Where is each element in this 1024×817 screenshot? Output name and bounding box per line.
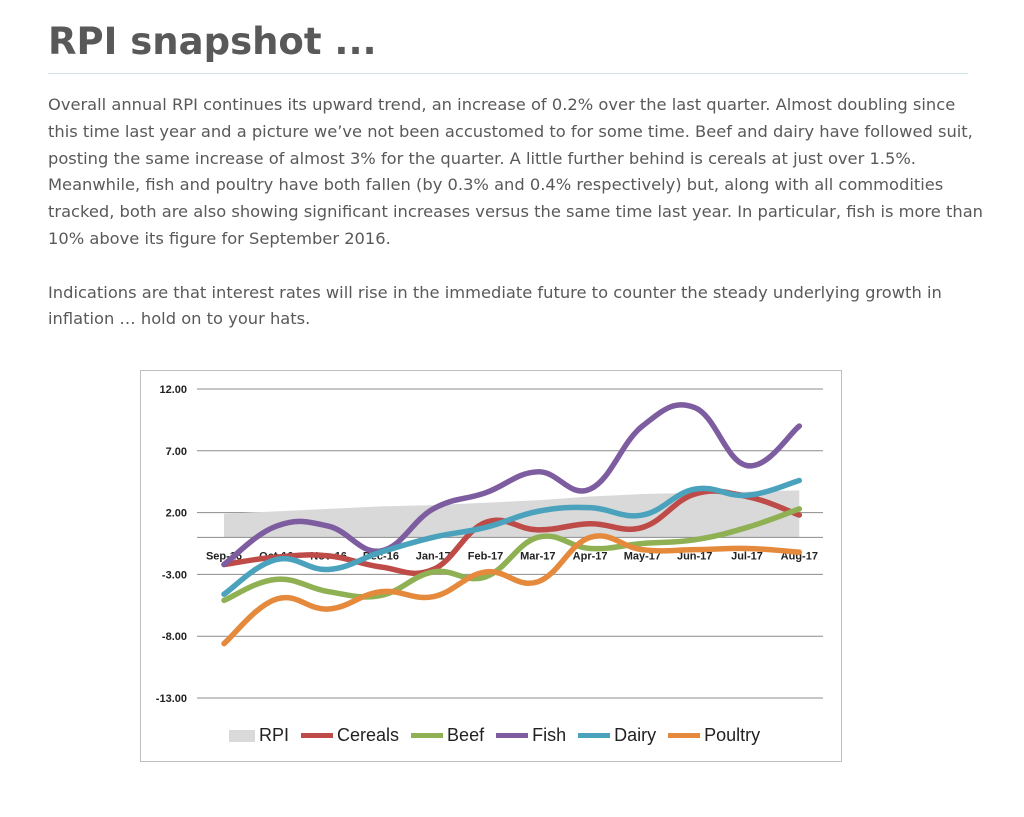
- series-line-dairy: [221, 477, 803, 597]
- y-tick-label: -13.00: [156, 693, 187, 705]
- series-line-cereals: [221, 488, 803, 577]
- series-line-beef: [221, 506, 803, 604]
- legend-swatch-rpi: [229, 729, 255, 742]
- line-layer: [221, 402, 803, 647]
- area-layer: [224, 490, 800, 538]
- series-line-fish: [221, 402, 803, 568]
- legend-label-cereals: Cereals: [337, 725, 400, 745]
- y-tick-labels: 12.00 7.00 2.00 -3.00 -8.00 -13.00: [156, 384, 187, 705]
- legend-swatch-dairy: [578, 733, 611, 738]
- x-tick-label: Jul-17: [731, 550, 763, 562]
- legend-label-rpi: RPI: [259, 725, 290, 745]
- summary-paragraph-1: Overall annual RPI continues its upward …: [48, 95, 983, 248]
- legend-item-cereals: Cereals: [301, 725, 399, 746]
- chart-legend: RPI Cereals Beef Fish Dairy Poultry: [229, 725, 772, 746]
- y-tick-label: 7.00: [166, 446, 187, 458]
- summary-paragraph-2: Indications are that interest rates will…: [48, 282, 942, 329]
- x-tick-label: Jun-17: [677, 550, 712, 562]
- legend-swatch-poultry: [668, 733, 701, 738]
- legend-item-fish: Fish: [496, 725, 566, 746]
- legend-label-poultry: Poultry: [704, 725, 761, 745]
- legend-item-beef: Beef: [411, 725, 484, 746]
- legend-label-dairy: Dairy: [614, 725, 657, 745]
- x-tick-label: Jan-17: [416, 550, 451, 562]
- grid-layer: [197, 388, 823, 699]
- x-tick-label: Mar-17: [520, 550, 555, 562]
- x-tick-label: Feb-17: [468, 550, 503, 562]
- legend-swatch-cereals: [301, 733, 334, 738]
- y-tick-label: 12.00: [159, 384, 187, 396]
- y-tick-label: -3.00: [162, 569, 187, 581]
- page-title: RPI snapshot ...: [48, 20, 377, 63]
- legend-item-poultry: Poultry: [668, 725, 760, 746]
- summary-text: Overall annual RPI continues its upward …: [48, 92, 983, 360]
- legend-item-dairy: Dairy: [578, 725, 656, 746]
- series-area-rpi: [224, 490, 800, 538]
- title-divider: [48, 73, 968, 74]
- legend-swatch-fish: [496, 733, 529, 738]
- chart-plot: Sep-16 Oct-16 Nov-16 Dec-16 Jan-17 Feb-17 Mar-…: [156, 384, 823, 705]
- legend-label-beef: Beef: [447, 725, 485, 745]
- legend-item-rpi: RPI: [229, 725, 289, 746]
- series-line-poultry: [221, 533, 803, 647]
- legend-label-fish: Fish: [532, 725, 567, 745]
- y-tick-label: -8.00: [162, 631, 187, 643]
- rpi-chart: Sep-16 Oct-16 Nov-16 Dec-16 Jan-17 Feb-17 Mar-…: [140, 370, 842, 762]
- x-tick-label: May-17: [624, 550, 661, 562]
- y-tick-label: 2.00: [166, 508, 187, 520]
- legend-swatch-beef: [411, 733, 444, 738]
- x-tick-label: Apr-17: [573, 550, 608, 562]
